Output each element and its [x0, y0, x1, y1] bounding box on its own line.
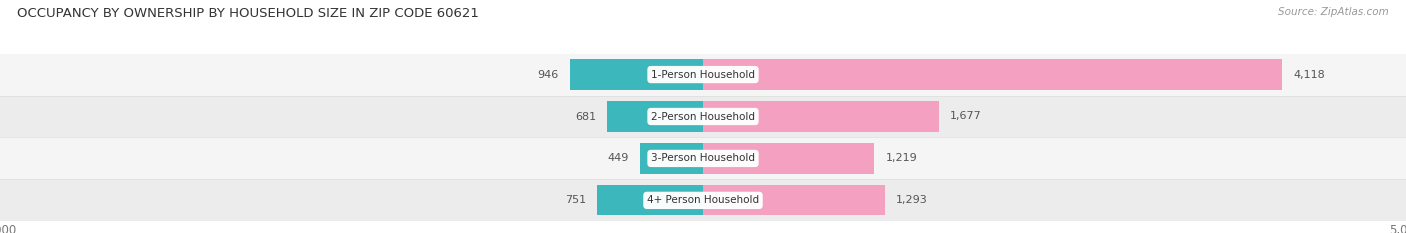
Text: 1,677: 1,677	[950, 112, 981, 121]
Bar	[703, 101, 939, 132]
Text: 4,118: 4,118	[1294, 70, 1324, 79]
Text: 1-Person Household: 1-Person Household	[651, 70, 755, 79]
Text: Source: ZipAtlas.com: Source: ZipAtlas.com	[1278, 7, 1389, 17]
Text: 946: 946	[537, 70, 558, 79]
Text: 4+ Person Household: 4+ Person Household	[647, 195, 759, 205]
Text: 681: 681	[575, 112, 596, 121]
Bar	[607, 101, 703, 132]
Text: 2-Person Household: 2-Person Household	[651, 112, 755, 121]
Text: 3-Person Household: 3-Person Household	[651, 154, 755, 163]
Bar	[703, 185, 884, 216]
Text: 751: 751	[565, 195, 586, 205]
Bar	[569, 59, 703, 90]
Text: 1,293: 1,293	[896, 195, 928, 205]
Bar	[703, 143, 875, 174]
Text: 449: 449	[607, 154, 628, 163]
Bar	[0, 137, 1406, 179]
Text: OCCUPANCY BY OWNERSHIP BY HOUSEHOLD SIZE IN ZIP CODE 60621: OCCUPANCY BY OWNERSHIP BY HOUSEHOLD SIZE…	[17, 7, 479, 20]
Bar	[640, 143, 703, 174]
Bar	[0, 54, 1406, 96]
Bar	[0, 96, 1406, 137]
Bar	[598, 185, 703, 216]
Bar	[703, 59, 1282, 90]
Bar	[0, 179, 1406, 221]
Text: 1,219: 1,219	[886, 154, 917, 163]
